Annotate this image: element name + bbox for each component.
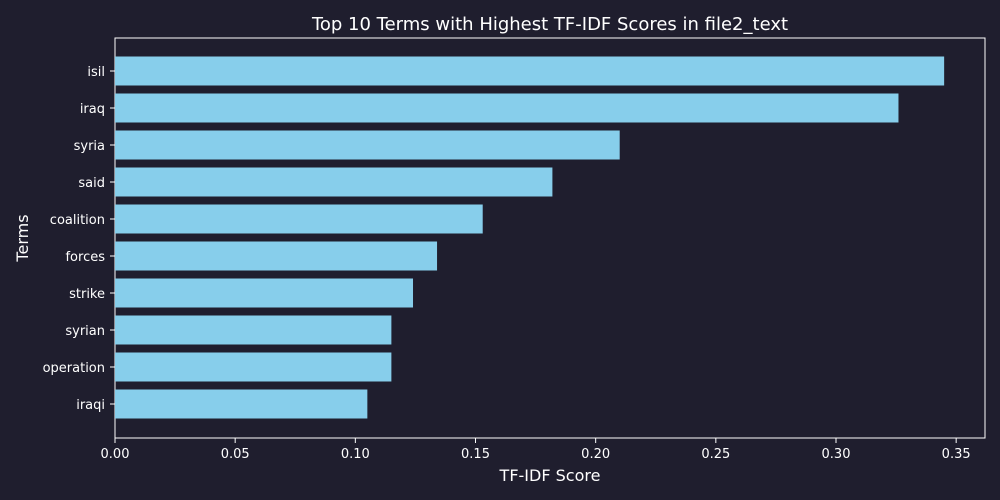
bar-operation [115,352,392,382]
y-tick-label-iraqi: iraqi [76,398,105,413]
y-axis-label: Terms [13,214,32,262]
bar-said [115,167,553,197]
y-tick-label-forces: forces [65,250,105,265]
bars [115,56,945,419]
x-axis-label: TF-IDF Score [499,466,601,485]
bar-isil [115,56,945,86]
y-axis: isil iraq syria said coalition forces strike sy… [43,65,115,413]
x-tick-label-0.00: 0.00 [101,447,130,462]
y-tick-label-isil: isil [87,65,105,80]
x-tick-label-0.15: 0.15 [461,447,490,462]
y-tick-label-syrian: syrian [65,324,105,339]
bar-coalition [115,204,483,234]
y-tick-label-strike: strike [69,287,105,302]
x-tick-label-0.30: 0.30 [822,447,851,462]
x-tick-label-0.05: 0.05 [221,447,250,462]
bar-syria [115,130,620,160]
bar-iraqi [115,389,368,419]
y-tick-label-syria: syria [74,139,105,154]
x-tick-label-0.25: 0.25 [701,447,730,462]
x-tick-label-0.35: 0.35 [942,447,971,462]
y-tick-label-said: said [78,176,105,191]
chart-title: Top 10 Terms with Highest TF-IDF Scores … [311,14,788,35]
y-tick-label-coalition: coalition [50,213,105,228]
y-tick-label-iraq: iraq [80,102,105,117]
y-tick-label-operation: operation [43,361,105,376]
x-axis: 0.00 0.05 0.10 0.15 0.20 0.25 0.30 0.35 [101,438,971,462]
bar-strike [115,278,414,308]
x-tick-label-0.10: 0.10 [341,447,370,462]
x-tick-label-0.20: 0.20 [581,447,610,462]
bar-forces [115,241,438,271]
bar-syrian [115,315,392,345]
bar-iraq [115,93,899,123]
